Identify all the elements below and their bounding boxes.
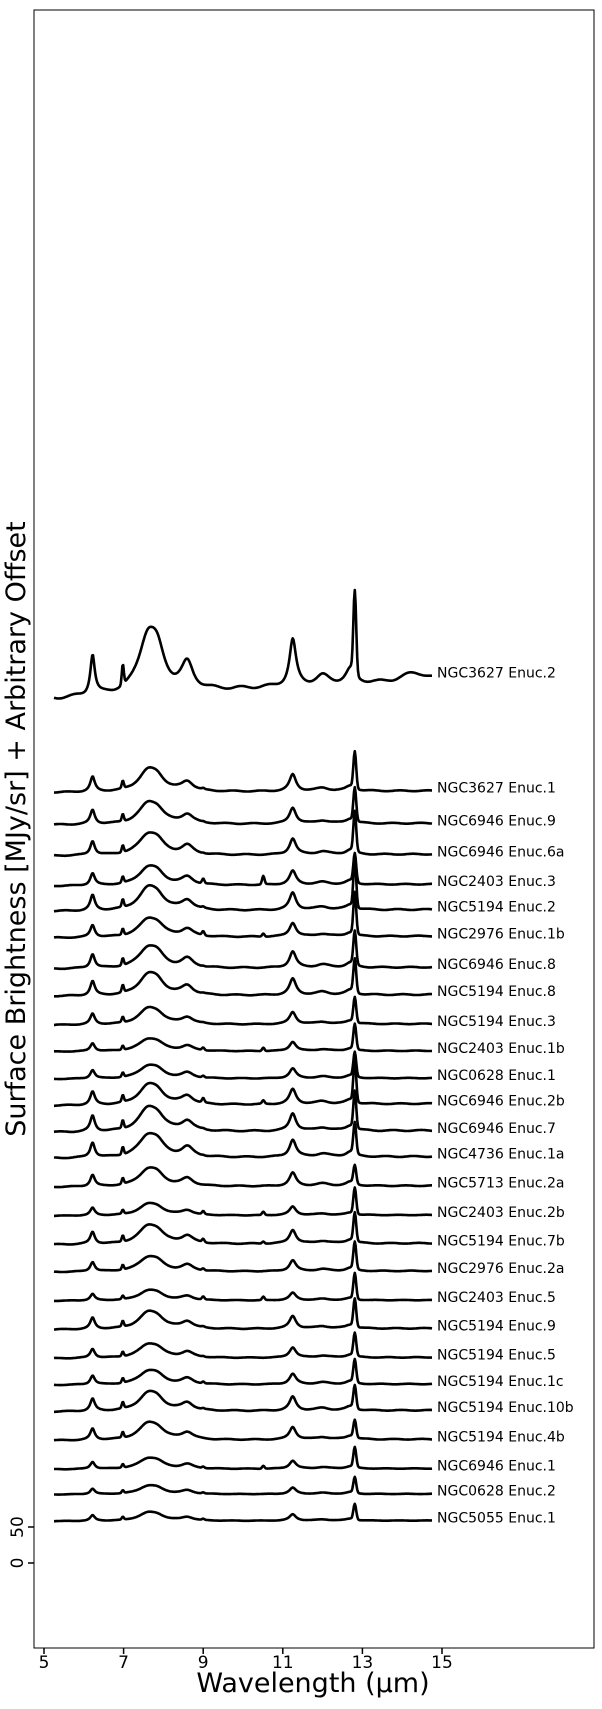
- series-label: NGC5194 Enuc.2: [437, 899, 556, 915]
- spectrum-line: [53, 1357, 433, 1387]
- x-tick-label: 11: [272, 1653, 294, 1673]
- series-label: NGC5194 Enuc.9: [437, 1318, 556, 1334]
- x-tick-label: 13: [352, 1653, 374, 1673]
- spectrum-line: [53, 957, 433, 998]
- spectrum-line: [53, 749, 433, 794]
- series-label: NGC5194 Enuc.5: [437, 1348, 556, 1364]
- spectrum-line: [53, 890, 433, 939]
- series-label: NGC6946 Enuc.6a: [437, 844, 564, 860]
- spectrum-line: [53, 1058, 433, 1108]
- spectrum-line: [53, 1163, 433, 1189]
- series-label: NGC5055 Enuc.1: [437, 1510, 556, 1526]
- spectrum-line: [53, 785, 433, 826]
- series-label: NGC4736 Enuc.1a: [437, 1147, 564, 1163]
- spectrum-line: [53, 857, 433, 913]
- spectrum-line: [53, 1089, 433, 1134]
- spectrum-line: [53, 1120, 433, 1160]
- spectrum-line: [53, 929, 433, 971]
- spectrum-line: [53, 995, 433, 1027]
- x-axis-label: Wavelength (μm): [196, 1668, 429, 1699]
- series-label: NGC6946 Enuc.7: [437, 1121, 556, 1137]
- x-tick-label: 5: [39, 1653, 50, 1673]
- x-axis-ticks: 5 7 9 11 13 15: [39, 1648, 453, 1673]
- series-label: NGC2403 Enuc.3: [437, 874, 556, 890]
- series-label: NGC2403 Enuc.2b: [437, 1205, 565, 1221]
- spectrum-line: [53, 1475, 433, 1496]
- series-label: NGC6946 Enuc.2b: [437, 1093, 565, 1109]
- spectra-layer: [53, 588, 433, 1523]
- spectrum-line: [53, 1383, 433, 1414]
- x-tick-label: 9: [198, 1653, 209, 1673]
- x-tick-label: 7: [118, 1653, 129, 1673]
- series-label: NGC6946 Enuc.8: [437, 957, 556, 973]
- spectrum-line: [53, 1022, 433, 1053]
- y-axis-label: Surface Brightness [MJy/sr] + Arbitrary …: [1, 521, 32, 1136]
- series-label: NGC6946 Enuc.9: [437, 814, 556, 830]
- series-label: NGC2403 Enuc.1b: [437, 1041, 565, 1057]
- series-labels-layer: NGC3627 Enuc.2 NGC3627 Enuc.1 NGC6946 Enuc…: [437, 666, 574, 1527]
- spectrum-line: [53, 851, 433, 888]
- series-label: NGC2403 Enuc.5: [437, 1290, 556, 1306]
- y-axis-ticks: 0 50: [8, 1516, 34, 1568]
- series-label: NGC3627 Enuc.1: [437, 780, 556, 796]
- spectrum-line: [53, 1186, 433, 1218]
- series-label: NGC5713 Enuc.2a: [437, 1175, 564, 1191]
- plot-frame: [33, 9, 595, 1649]
- series-label: NGC5194 Enuc.4b: [437, 1429, 565, 1445]
- series-label: NGC5194 Enuc.7b: [437, 1234, 565, 1250]
- series-label: NGC5194 Enuc.1c: [437, 1374, 564, 1390]
- series-label: NGC0628 Enuc.1: [437, 1068, 556, 1084]
- series-label: NGC3627 Enuc.2: [437, 666, 556, 682]
- spectrum-line: [53, 1445, 433, 1471]
- series-label: NGC2976 Enuc.1b: [437, 926, 565, 942]
- spectrum-line: [53, 1050, 433, 1081]
- series-label: NGC5194 Enuc.3: [437, 1014, 556, 1030]
- spectrum-line: [53, 1210, 433, 1246]
- spectrum-line: [53, 1418, 433, 1442]
- series-label: NGC2976 Enuc.2a: [437, 1261, 564, 1277]
- spectrum-line: [53, 588, 433, 700]
- series-label: NGC0628 Enuc.2: [437, 1484, 556, 1500]
- spectrum-line: [53, 1502, 433, 1523]
- y-tick-label: 50: [8, 1516, 28, 1538]
- x-tick-label: 15: [431, 1653, 453, 1673]
- spectrum-line: [53, 1331, 433, 1360]
- spectrum-line: [53, 1240, 433, 1274]
- spectrum-line: [53, 1297, 433, 1331]
- series-label: NGC6946 Enuc.1: [437, 1459, 556, 1475]
- spectrum-line: [53, 809, 433, 858]
- series-label: NGC5194 Enuc.10b: [437, 1400, 574, 1416]
- series-label: NGC5194 Enuc.8: [437, 984, 556, 1000]
- y-tick-label: 0: [8, 1558, 28, 1569]
- spectrum-line: [53, 1271, 433, 1303]
